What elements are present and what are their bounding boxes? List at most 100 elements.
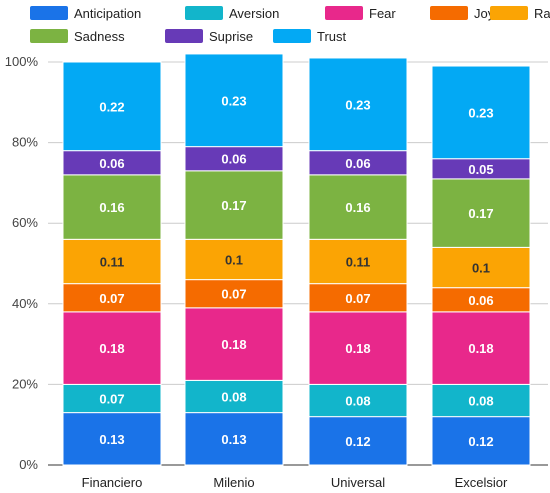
data-label: 0.06: [221, 152, 246, 167]
legend-swatch: [273, 29, 311, 43]
data-label: 0.13: [221, 432, 246, 447]
data-label: 0.1: [472, 261, 490, 276]
data-label: 0.05: [468, 162, 493, 177]
data-label: 0.08: [468, 394, 493, 409]
legend-swatch: [165, 29, 203, 43]
legend-swatch: [30, 29, 68, 43]
data-label: 0.18: [345, 341, 370, 356]
bar-segment-sadness[interactable]: [184, 170, 284, 240]
data-label: 0.23: [221, 93, 246, 108]
data-label: 0.18: [468, 341, 493, 356]
data-label: 0.06: [99, 156, 124, 171]
bar-segment-fear[interactable]: [308, 311, 408, 385]
data-label: 0.17: [468, 206, 493, 221]
y-axis: 0% 20% 40% 60% 80% 100%: [5, 54, 39, 472]
legend-swatch: [325, 6, 363, 20]
legend-label: Aversion: [229, 6, 279, 21]
legend-label: Suprise: [209, 29, 253, 44]
legend-item-sadness[interactable]: Sadness: [30, 29, 125, 44]
bar-segment-trust[interactable]: [308, 57, 408, 152]
bar-segment-trust[interactable]: [431, 65, 531, 160]
data-label: 0.16: [345, 200, 370, 215]
legend-label: Trust: [317, 29, 347, 44]
bar-segment-joy[interactable]: [308, 283, 408, 313]
bar-stack-universal: 0.12 0.08 0.18 0.07 0.11 0.16 0.06 0.23: [308, 57, 408, 466]
x-tick-label: Universal: [331, 475, 385, 490]
legend: Anticipation Aversion Fear Joy Rage Sadness Su…: [30, 6, 550, 44]
y-tick-label: 60%: [12, 215, 38, 230]
y-tick-label: 40%: [12, 296, 38, 311]
bar-segment-trust[interactable]: [62, 61, 162, 152]
bar-stack-milenio: 0.13 0.08 0.18 0.07 0.1 0.17 0.06 0.23: [184, 53, 284, 466]
data-label: 0.12: [468, 434, 493, 449]
y-tick-label: 100%: [5, 54, 39, 69]
bar-segment-rage[interactable]: [308, 238, 408, 285]
bar-segment-suprise[interactable]: [62, 150, 162, 176]
data-label: 0.23: [345, 97, 370, 112]
bar-segment-anticipation[interactable]: [431, 416, 531, 466]
y-tick-label: 80%: [12, 135, 38, 150]
legend-item-suprise[interactable]: Suprise: [165, 29, 253, 44]
bar-segment-joy[interactable]: [431, 287, 531, 313]
legend-label: Sadness: [74, 29, 125, 44]
bar-segment-sadness[interactable]: [62, 174, 162, 240]
legend-item-joy[interactable]: Joy: [430, 6, 495, 21]
bar-segment-aversion[interactable]: [184, 379, 284, 414]
bar-segment-trust[interactable]: [184, 53, 284, 148]
legend-swatch: [490, 6, 528, 20]
data-label: 0.07: [345, 291, 370, 306]
data-label: 0.18: [99, 341, 124, 356]
data-label: 0.12: [345, 434, 370, 449]
y-tick-label: 20%: [12, 376, 38, 391]
data-label: 0.07: [221, 287, 246, 302]
data-label: 0.06: [468, 293, 493, 308]
data-label: 0.06: [345, 156, 370, 171]
x-tick-label: Milenio: [213, 475, 254, 490]
data-label: 0.11: [346, 254, 371, 269]
x-tick-label: Financiero: [82, 475, 143, 490]
legend-label: Anticipation: [74, 6, 141, 21]
bar-segment-fear[interactable]: [62, 311, 162, 385]
legend-item-rage[interactable]: Rage: [490, 6, 550, 21]
data-label: 0.22: [99, 99, 124, 114]
bar-segment-rage[interactable]: [431, 246, 531, 289]
legend-label: Fear: [369, 6, 396, 21]
bar-segment-rage[interactable]: [184, 238, 284, 281]
bar-segment-rage[interactable]: [62, 238, 162, 285]
bar-stack-excelsior: 0.12 0.08 0.18 0.06 0.1 0.17 0.05 0.23: [431, 65, 531, 466]
y-tick-label: 0%: [19, 457, 38, 472]
data-label: 0.08: [345, 394, 370, 409]
data-label: 0.13: [99, 432, 124, 447]
legend-swatch: [430, 6, 468, 20]
legend-item-fear[interactable]: Fear: [325, 6, 396, 21]
bar-segment-suprise[interactable]: [308, 150, 408, 176]
data-label: 0.23: [468, 105, 493, 120]
legend-swatch: [30, 6, 68, 20]
bar-stack-financiero: 0.13 0.07 0.18 0.07 0.11 0.16 0.06 0.22: [62, 61, 162, 466]
data-label: 0.1: [225, 252, 243, 267]
bar-segment-aversion[interactable]: [62, 383, 162, 414]
bar-segment-aversion[interactable]: [431, 383, 531, 418]
bar-segment-fear[interactable]: [184, 307, 284, 381]
data-label: 0.17: [221, 198, 246, 213]
legend-item-trust[interactable]: Trust: [273, 29, 347, 44]
bars: 0.13 0.07 0.18 0.07 0.11 0.16 0.06 0.22 0.13 0.08…: [62, 53, 531, 466]
data-label: 0.08: [221, 389, 246, 404]
legend-swatch: [185, 6, 223, 20]
data-label: 0.18: [221, 337, 246, 352]
x-tick-label: Excelsior: [455, 475, 508, 490]
bar-segment-anticipation[interactable]: [62, 412, 162, 466]
data-label: 0.16: [99, 200, 124, 215]
x-axis: Financiero Milenio Universal Excelsior: [82, 475, 508, 490]
bar-segment-suprise[interactable]: [184, 146, 284, 172]
data-label: 0.07: [99, 392, 124, 407]
data-label: 0.07: [99, 291, 124, 306]
bar-segment-anticipation[interactable]: [184, 412, 284, 466]
legend-label: Rage: [534, 6, 550, 21]
legend-item-aversion[interactable]: Aversion: [185, 6, 279, 21]
bar-segment-sadness[interactable]: [308, 174, 408, 240]
bar-segment-anticipation[interactable]: [308, 416, 408, 466]
bar-segment-sadness[interactable]: [431, 178, 531, 248]
legend-item-anticipation[interactable]: Anticipation: [30, 6, 141, 21]
